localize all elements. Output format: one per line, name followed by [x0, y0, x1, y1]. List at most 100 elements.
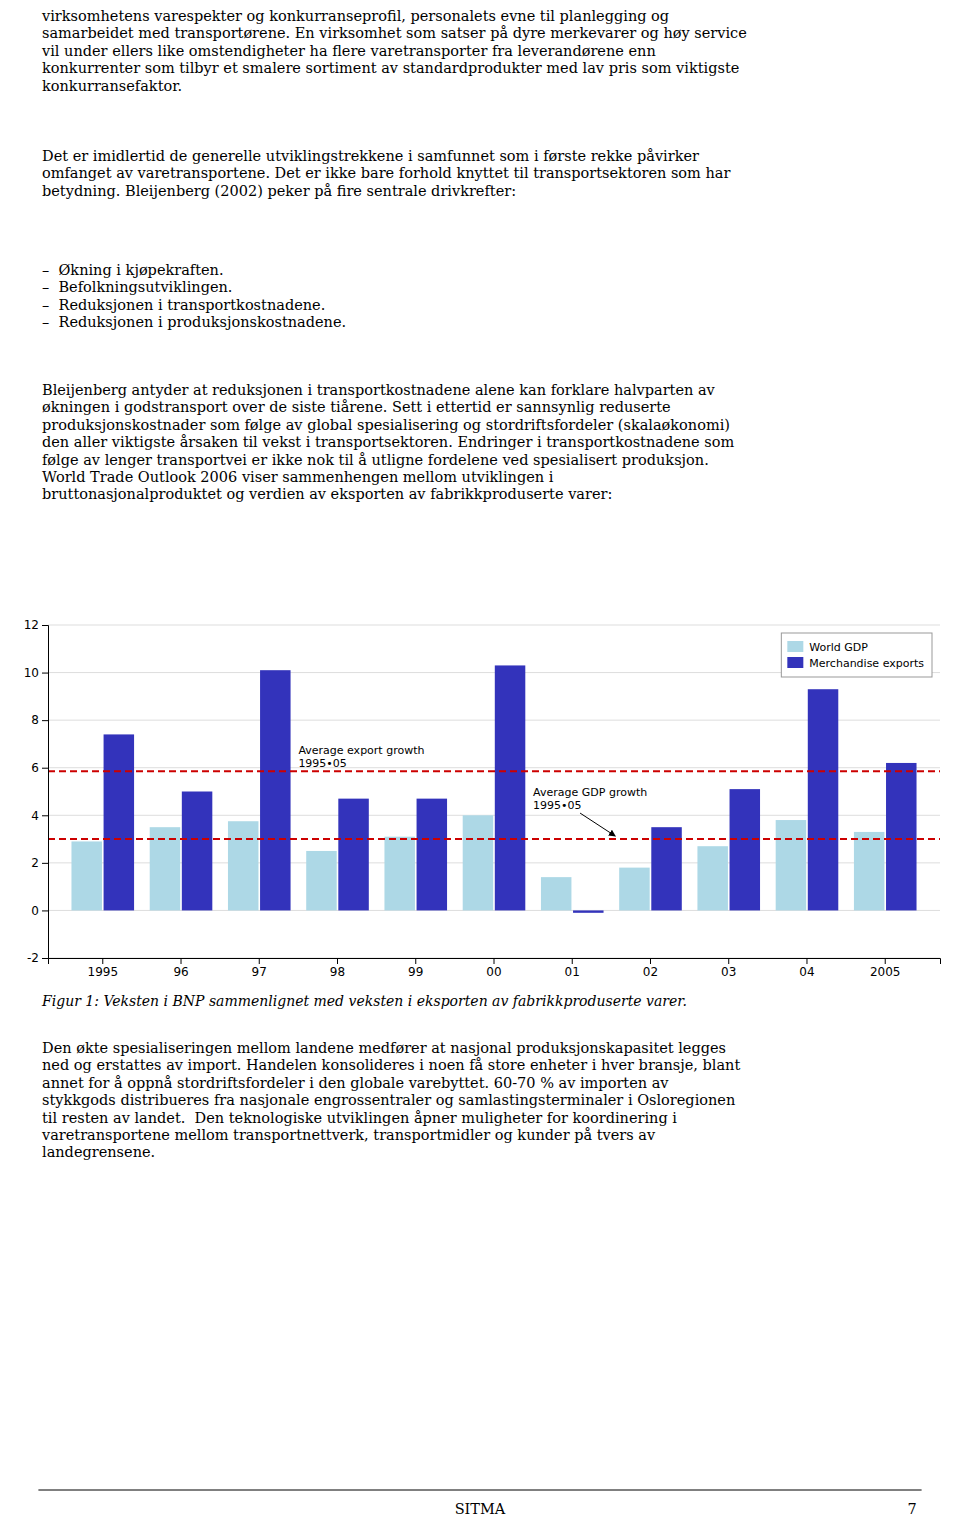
- text-line: virksomhetens varespekter og konkurranse…: [41, 8, 669, 24]
- text-line: ned og erstattes av import. Handelen kon…: [42, 1057, 740, 1073]
- average-line: [48, 770, 940, 772]
- y-tick: 0: [31, 904, 48, 918]
- grid-line: [48, 767, 940, 768]
- x-tick-label: 97: [252, 965, 267, 979]
- annotation: Average export growth1995•05: [298, 744, 424, 770]
- y-axis: -2024681012: [24, 618, 49, 965]
- x-tick-label: 04: [799, 965, 814, 979]
- x-tick-mark: [415, 958, 416, 964]
- text-line: Average GDP growth: [533, 786, 647, 799]
- legend-box: [781, 633, 932, 677]
- grid-line: [48, 720, 940, 721]
- text-line: annet for å oppnå stordriftsfordeler i d…: [42, 1075, 669, 1091]
- bar: [619, 868, 649, 911]
- legend-swatch: [787, 657, 803, 668]
- plot-area: [48, 665, 940, 912]
- x-tick-label: 99: [408, 965, 423, 979]
- bar: [697, 846, 727, 910]
- x-tick-mark: [337, 958, 338, 964]
- x-tick: 2005: [870, 958, 901, 979]
- text-line: til resten av landet. Den teknologiske u…: [42, 1110, 677, 1126]
- y-tick: 10: [24, 666, 48, 680]
- text-line: – Befolkningsutviklingen.: [42, 279, 232, 295]
- grid-line: [48, 910, 940, 911]
- x-tick: 01: [565, 958, 580, 979]
- x-tick-label: 00: [486, 965, 501, 979]
- y-tick-mark: [42, 768, 48, 769]
- text-line: – Reduksjonen i transportkostnadene.: [42, 297, 325, 313]
- text-line: stykkgods distribueres fra nasjonale eng…: [42, 1092, 735, 1108]
- x-tick: 96: [173, 958, 188, 979]
- bar: [104, 734, 134, 910]
- page: virksomhetens varespekter og konkurranse…: [0, 0, 960, 1537]
- y-tick: 8: [31, 713, 48, 727]
- footer-text: SITMA: [455, 1501, 506, 1517]
- bar: [306, 851, 336, 910]
- y-tick: 6: [31, 761, 48, 775]
- x-tick-mark: [650, 958, 651, 964]
- y-tick: 4: [31, 809, 48, 823]
- legend: World GDPMerchandise exports: [781, 633, 932, 677]
- text-line: – Reduksjonen i produksjonskostnadene.: [42, 314, 346, 330]
- y-tick-label: 12: [24, 618, 39, 632]
- x-tick-label: 1995: [87, 965, 118, 979]
- text-line: den aller viktigste årsaken til vekst i …: [42, 434, 734, 450]
- y-tick-mark: [42, 673, 48, 674]
- legend-label: World GDP: [809, 641, 868, 654]
- bar-series: [104, 665, 917, 912]
- y-tick: 12: [24, 618, 48, 632]
- x-tick-mark: [181, 958, 182, 964]
- text-line: konkurransefaktor.: [42, 78, 182, 94]
- y-tick-label: 0: [31, 904, 39, 918]
- bar: [463, 815, 493, 910]
- text-line: omfanget av varetransportene. Det er ikk…: [42, 165, 730, 181]
- x-tick-mark: [572, 958, 573, 964]
- grid: [48, 625, 940, 958]
- x-tick: 02: [643, 958, 658, 979]
- footer-rule: [38, 1490, 921, 1491]
- text-line: Bleijenberg antyder at reduksjonen i tra…: [42, 382, 716, 398]
- annotations: Average export growth1995•05 Average GDP …: [298, 744, 647, 836]
- text-line: produksjonskostnader som følge av global…: [42, 417, 730, 433]
- paragraph: – Økning i kjøpekraften.– Befolkningsutv…: [42, 262, 346, 330]
- bar: [260, 670, 290, 910]
- text-line: konkurrenter som tilbyr et smalere sorti…: [42, 60, 739, 76]
- x-tick-mark: [806, 958, 807, 964]
- x-axis-line: [49, 959, 941, 965]
- text-line: varetransportene mellom transportnettver…: [41, 1127, 656, 1143]
- text-line: 1995•05: [298, 757, 346, 770]
- annotation: Average GDP growth1995•05: [533, 786, 647, 812]
- bar: [573, 910, 603, 912]
- grid-line: [48, 862, 940, 863]
- bar: [338, 799, 368, 911]
- x-tick: 04: [799, 958, 814, 979]
- legend-swatch: [787, 641, 803, 652]
- y-tick-mark: [42, 863, 48, 864]
- text-line: landegrensene.: [42, 1144, 155, 1160]
- bar: [808, 689, 838, 910]
- y-tick-mark: [42, 625, 48, 626]
- chart: -202468101219959697989900010203042005Ave…: [24, 618, 941, 978]
- y-tick-label: 10: [24, 666, 39, 680]
- average-line: [48, 838, 940, 840]
- paragraph: Den økte spesialiseringen mellom landene…: [41, 1040, 740, 1160]
- text-line: Figur 1: Veksten i BNP sammenlignet med …: [41, 993, 687, 1009]
- text-line: samarbeidet med transportørene. En virks…: [42, 25, 747, 41]
- x-tick-label: 96: [173, 965, 188, 979]
- x-tick-label: 01: [565, 965, 580, 979]
- x-tick-label: 98: [330, 965, 345, 979]
- text-line: World Trade Outlook 2006 viser sammenhen…: [42, 469, 554, 485]
- y-tick-label: 6: [31, 761, 39, 775]
- x-tick-mark: [494, 958, 495, 964]
- y-tick-mark: [42, 958, 48, 959]
- x-tick-label: 03: [721, 965, 736, 979]
- x-axis: 1995 96 97 98 99 00 01 02 03 04 2005: [49, 958, 941, 979]
- x-tick-mark: [259, 958, 260, 964]
- text-line: – Økning i kjøpekraften.: [42, 262, 224, 278]
- text-line: bruttonasjonalproduktet og verdien av ek…: [42, 486, 612, 502]
- x-tick: 98: [330, 958, 345, 979]
- x-tick-mark: [885, 958, 886, 964]
- x-tick-mark: [728, 958, 729, 964]
- text-line: Det er imidlertid de generelle utvikling…: [42, 148, 699, 164]
- grid-line: [48, 625, 940, 626]
